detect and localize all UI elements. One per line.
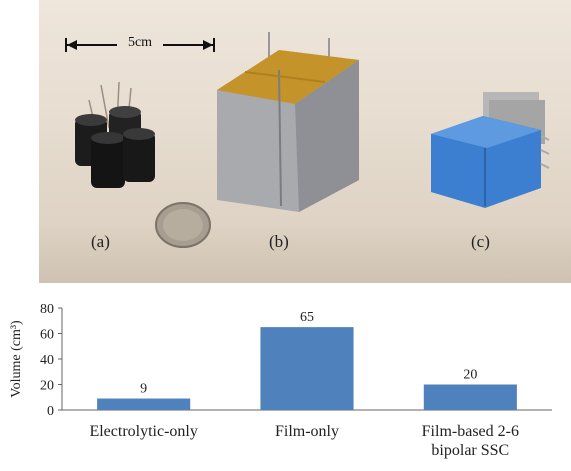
y-axis-label: Volume (cm³) bbox=[9, 320, 24, 398]
data-label: 65 bbox=[300, 310, 314, 325]
x-tick-label: bipolar SSC bbox=[431, 442, 509, 459]
scale-bar-left-arrowhead bbox=[67, 40, 77, 50]
capacitor-photo: 5cm (a) bbox=[39, 0, 571, 283]
y-tick-label: 40 bbox=[40, 353, 54, 368]
x-tick-label: Film-based 2-6 bbox=[422, 423, 519, 440]
y-tick-label: 60 bbox=[40, 328, 54, 343]
label-c: (c) bbox=[471, 232, 490, 251]
x-tick-label: Film-only bbox=[275, 423, 339, 440]
bars bbox=[97, 327, 517, 410]
y-tick-label: 80 bbox=[40, 302, 54, 317]
scale-bar-right-tick bbox=[213, 38, 215, 52]
scale-bar-left-tick bbox=[65, 38, 67, 52]
scale-bar-right-arrowhead bbox=[203, 40, 213, 50]
scale-bar: 5cm bbox=[65, 34, 215, 54]
data-labels: 9 65 20 bbox=[140, 310, 477, 396]
data-label: 20 bbox=[463, 368, 477, 383]
scale-bar-left-line bbox=[67, 44, 117, 46]
y-tick-label: 20 bbox=[40, 379, 54, 394]
data-label: 9 bbox=[140, 382, 147, 397]
label-b: (b) bbox=[269, 232, 289, 251]
x-tick-label: Electrolytic-only bbox=[89, 423, 197, 440]
scale-bar-right-line bbox=[163, 44, 213, 46]
label-a: (a) bbox=[91, 232, 110, 251]
y-tick-label: 0 bbox=[47, 404, 54, 419]
electrolytic-capacitors-image bbox=[75, 81, 155, 188]
bar bbox=[260, 327, 354, 410]
coin-image bbox=[155, 202, 211, 248]
scale-bar-label: 5cm bbox=[127, 35, 153, 50]
bar bbox=[423, 384, 517, 410]
photo-shadow bbox=[39, 223, 571, 283]
volume-bar-chart: 0 20 40 60 80 9 65 20 Electrolytic-only Film-on… bbox=[9, 302, 552, 459]
bar bbox=[97, 398, 191, 410]
film-capacitors-image bbox=[217, 32, 359, 212]
x-tick-labels: Electrolytic-only Film-only Film-based 2-6… bbox=[89, 423, 519, 459]
scale-bar-arrowheads bbox=[67, 40, 213, 50]
ssc-modules-image bbox=[431, 92, 550, 208]
